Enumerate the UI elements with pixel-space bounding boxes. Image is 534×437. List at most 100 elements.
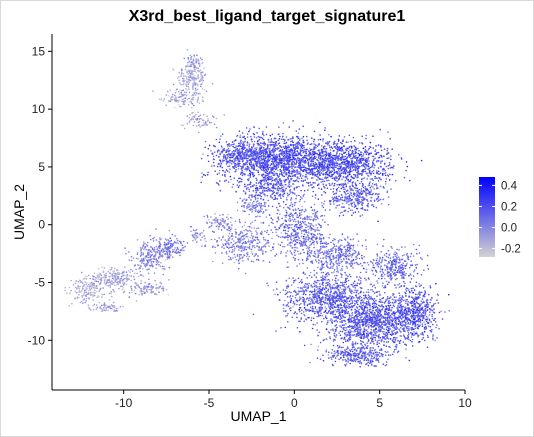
cell-point [286, 192, 289, 195]
cell-point [190, 55, 193, 58]
cell-point [287, 239, 289, 241]
cell-point [263, 244, 266, 246]
cell-point [229, 258, 232, 260]
cell-point [262, 260, 265, 262]
cell-point [370, 296, 373, 298]
cell-point [290, 152, 292, 154]
cell-point [259, 142, 262, 144]
cell-point [254, 197, 257, 199]
cell-point [327, 142, 330, 144]
cell-point [240, 151, 242, 154]
cell-point [317, 171, 320, 173]
cell-point [256, 147, 258, 149]
cell-point [323, 147, 325, 150]
cell-point [173, 98, 176, 101]
cell-point [196, 75, 199, 78]
cell-point [313, 143, 316, 145]
cell-point [235, 168, 237, 171]
cell-point [335, 144, 338, 146]
cell-point [292, 256, 295, 259]
cell-point [309, 143, 312, 146]
cell-point [284, 171, 286, 173]
cell-point [296, 247, 298, 249]
cell-point [241, 141, 244, 143]
cell-point [247, 157, 249, 160]
cell-point [302, 248, 304, 251]
cell-point [288, 170, 291, 172]
cell-point [278, 194, 281, 197]
cell-point [316, 173, 319, 176]
cell-point [213, 231, 215, 233]
cell-point [294, 148, 297, 151]
cell-point [200, 85, 202, 88]
cell-point [345, 184, 348, 186]
cell-point [281, 136, 284, 138]
cell-point [378, 290, 380, 293]
cell-point [303, 200, 306, 203]
cell-point [372, 135, 374, 137]
cell-point [324, 168, 326, 170]
cell-point [190, 118, 192, 121]
cell-point [231, 151, 234, 153]
cell-point [281, 149, 284, 151]
cell-point [193, 66, 196, 69]
cell-point [335, 195, 338, 198]
cell-point [337, 247, 340, 249]
cell-point [303, 154, 306, 157]
cell-point [334, 274, 336, 277]
cell-point [219, 153, 221, 156]
cell-point [221, 262, 224, 264]
cell-point [286, 261, 289, 264]
cell-point [191, 77, 193, 80]
cell-point [246, 152, 248, 155]
cell-point [262, 154, 265, 156]
cell-point [232, 235, 234, 238]
cell-point [290, 140, 292, 143]
cell-point [354, 161, 356, 163]
cell-point [352, 196, 355, 198]
cell-point [306, 155, 309, 157]
cell-point [216, 150, 219, 152]
cell-point [333, 168, 336, 171]
cell-point [361, 159, 364, 162]
cell-point [287, 302, 290, 304]
cell-point [282, 175, 284, 177]
cell-point [386, 149, 389, 152]
cell-point [218, 163, 220, 165]
cell-point [322, 257, 325, 259]
cell-point [204, 123, 206, 125]
cell-point [357, 195, 360, 197]
cell-point [308, 249, 311, 252]
cell-point [314, 153, 316, 155]
cell-point [288, 166, 290, 168]
cell-point [301, 205, 303, 208]
cell-point [347, 182, 349, 184]
cell-point [333, 163, 336, 165]
cell-point [259, 155, 261, 158]
cell-point [305, 240, 308, 243]
cell-point [296, 142, 299, 145]
cell-point [218, 237, 220, 239]
cell-point [351, 198, 354, 201]
cell-point [211, 153, 214, 155]
cell-point [162, 100, 165, 102]
cell-point [308, 254, 311, 256]
cell-point [374, 164, 376, 167]
cell-point [324, 256, 327, 259]
cell-point [321, 242, 324, 245]
cell-point [375, 183, 378, 185]
cell-point [371, 155, 374, 158]
cell-point [292, 144, 295, 146]
cell-point [358, 188, 361, 191]
cell-point [287, 236, 289, 239]
cell-point [358, 263, 360, 266]
cell-point [305, 231, 308, 234]
cell-point [351, 202, 353, 204]
cell-point [241, 149, 244, 152]
cell-point [344, 167, 346, 169]
cell-point [346, 170, 348, 172]
cell-point [201, 62, 203, 65]
cell-point [347, 195, 350, 198]
cell-point [324, 165, 326, 168]
cell-point [267, 239, 269, 242]
